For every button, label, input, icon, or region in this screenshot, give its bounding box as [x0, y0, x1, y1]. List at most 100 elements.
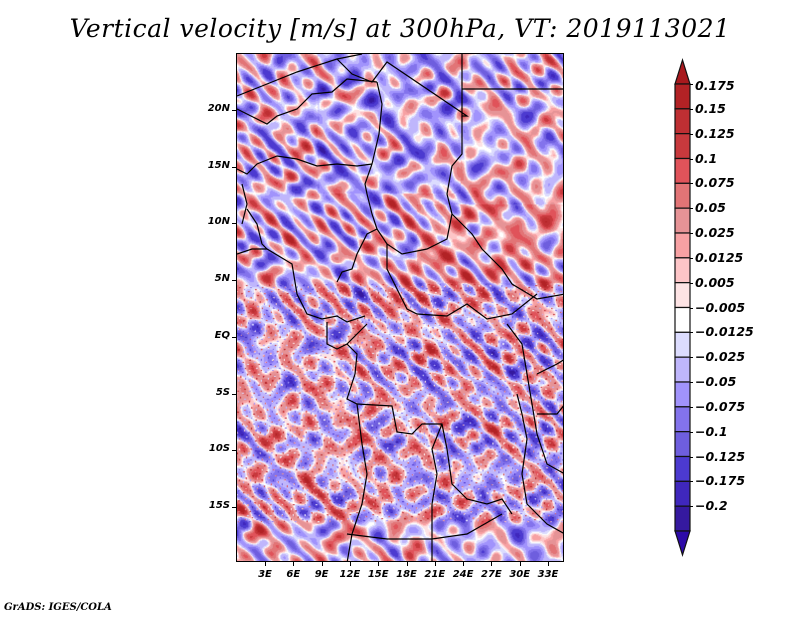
- border-line: [237, 78, 378, 125]
- colorbar-tick: [690, 332, 693, 334]
- border-line: [336, 54, 469, 117]
- y-tick-label: 10S: [208, 443, 230, 455]
- x-tick-mark: [321, 562, 323, 566]
- colorbar-swatch: [674, 182, 691, 209]
- colorbar-swatch: [674, 83, 691, 110]
- border-line: [241, 183, 248, 225]
- x-tick-mark: [265, 562, 266, 566]
- y-tick-label: 15N: [207, 159, 230, 171]
- colorbar-level-label: 0.025: [695, 225, 735, 240]
- grads-credit: GrADS: IGES/COLA: [4, 602, 112, 613]
- border-line: [516, 393, 563, 534]
- colorbar-tick: [690, 456, 693, 458]
- colorbar-swatch: [674, 282, 691, 309]
- border-line: [246, 208, 268, 250]
- colorbar-tick: [690, 481, 693, 483]
- colorbar-tick: [690, 382, 693, 383]
- y-tick-label: 15S: [208, 500, 230, 511]
- colorbar-swatch: [674, 505, 691, 532]
- colorbar-tick: [690, 406, 693, 408]
- border-line: [346, 403, 368, 561]
- colorbar-level-label: −0.05: [695, 374, 737, 389]
- x-tick-mark: [519, 562, 521, 566]
- x-tick-mark: [491, 562, 493, 566]
- x-tick-label: 27E: [481, 569, 502, 580]
- colorbar-tick: [690, 307, 693, 309]
- x-tick-label: 33E: [537, 569, 559, 580]
- colorbar-level-label: −0.1: [695, 423, 728, 439]
- border-line: [336, 81, 383, 283]
- colorbar-tick: [690, 108, 693, 110]
- x-tick-mark: [463, 562, 465, 566]
- y-tick-label: 10N: [207, 216, 230, 228]
- colorbar-swatch: [674, 207, 691, 234]
- colorbar-bottom-arrow: [674, 530, 691, 558]
- colorbar-level-label: −0.125: [695, 448, 746, 464]
- colorbar-tick: [690, 208, 693, 210]
- colorbar-level-label: −0.075: [695, 398, 746, 414]
- y-tick-mark: [232, 110, 236, 111]
- colorbar-tick: [690, 233, 693, 234]
- x-tick-mark: [434, 562, 436, 566]
- colorbar-swatch: [674, 455, 691, 482]
- x-tick-label: 12E: [339, 569, 361, 580]
- colorbar-top-arrow: [674, 58, 691, 85]
- border-line: [326, 322, 368, 350]
- colorbar-level-label: 0.05: [695, 200, 726, 216]
- colorbar-swatch: [674, 232, 691, 259]
- border-line: [386, 244, 538, 320]
- x-tick-mark: [406, 562, 408, 566]
- colorbar-swatch: [674, 381, 691, 408]
- chart-title: Vertical velocity [m/s] at 300hPa, VT: 2…: [69, 14, 731, 43]
- colorbar-swatch: [674, 257, 691, 284]
- colorbar-swatch: [674, 331, 691, 358]
- x-tick-label: 30E: [509, 569, 531, 580]
- colorbar-tick: [690, 282, 693, 284]
- x-tick-label: 24E: [452, 569, 474, 580]
- colorbar-level-label: 0.005: [695, 274, 735, 290]
- border-line: [237, 248, 366, 323]
- border-line: [376, 213, 453, 255]
- border-line: [536, 359, 563, 375]
- colorbar-swatch: [674, 108, 691, 135]
- x-tick-label: 9E: [314, 569, 329, 580]
- x-tick-mark: [378, 562, 380, 566]
- colorbar-swatch: [674, 306, 691, 333]
- x-tick-label: 3E: [258, 569, 272, 580]
- y-tick-mark: [232, 336, 236, 338]
- colorbar-level-label: −0.175: [695, 473, 746, 489]
- colorbar-level-label: 0.125: [695, 125, 735, 141]
- colorbar-swatch: [674, 157, 691, 184]
- colorbar-swatch: [674, 133, 691, 160]
- border-line: [537, 405, 563, 415]
- x-tick-mark: [548, 562, 549, 566]
- colorbar-level-label: −0.2: [695, 498, 728, 514]
- colorbar-tick: [690, 506, 693, 508]
- x-tick-label: 18E: [396, 569, 417, 580]
- border-line: [237, 155, 373, 175]
- vertical-velocity-field: [237, 54, 563, 561]
- colorbar-swatch: [674, 431, 691, 458]
- border-line: [506, 323, 563, 474]
- map-plot-area: [236, 53, 564, 562]
- x-tick-mark: [349, 562, 351, 566]
- y-tick-label: 5S: [215, 386, 230, 398]
- colorbar-tick: [690, 183, 693, 185]
- colorbar-level-label: −0.005: [695, 299, 746, 315]
- colorbar-level-label: 0.075: [695, 175, 735, 191]
- y-tick-mark: [232, 507, 236, 508]
- border-line: [346, 513, 503, 540]
- x-tick-label: 21E: [424, 569, 446, 580]
- colorbar-level-label: 0.1: [695, 150, 718, 166]
- colorbar-swatch: [674, 356, 691, 383]
- country-borders: [237, 54, 563, 561]
- colorbar-level-label: 0.175: [695, 78, 735, 93]
- y-tick-label: 20N: [207, 103, 230, 114]
- colorbar-level-label: 0.15: [695, 100, 726, 116]
- colorbar-level-label: −0.0125: [695, 324, 754, 340]
- border-line: [446, 116, 563, 300]
- border-line: [237, 54, 363, 97]
- colorbar-tick: [690, 257, 693, 259]
- x-tick-label: 6E: [286, 569, 301, 580]
- colorbar-swatch: [674, 480, 691, 507]
